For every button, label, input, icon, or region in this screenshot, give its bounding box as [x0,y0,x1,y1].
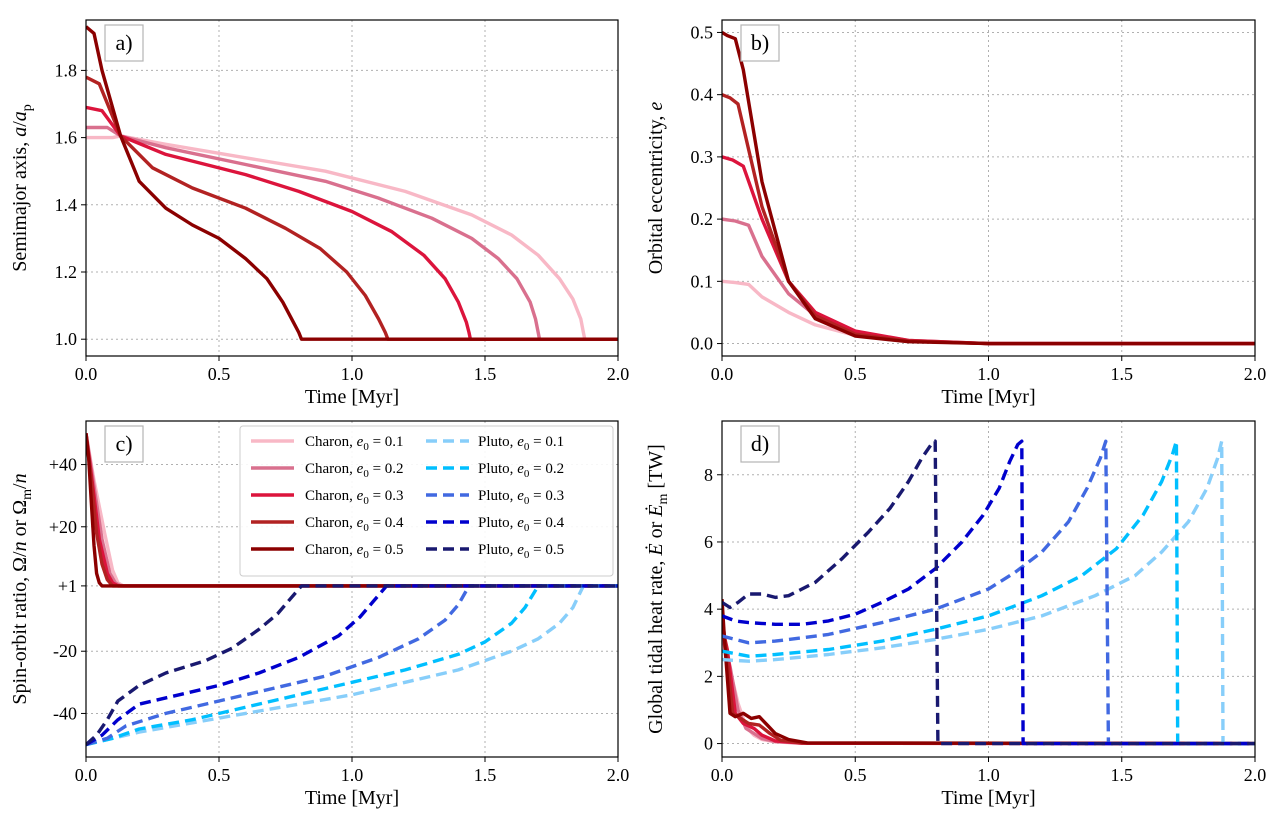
y-tick-label: +1 [58,576,77,596]
series-charon-e0-3 [722,625,1255,746]
series-charon-e0-5 [86,25,618,341]
series-charon-e0-4 [86,75,618,341]
x-axis-label: Time [Myr] [305,787,399,809]
y-axis-label: Orbital eccentricity, e [645,102,667,275]
legend-label-charon-5: Charon, e0 = 0.5 [305,542,404,561]
panel-label: d) [740,425,780,463]
series-group [722,30,1255,346]
y-tick-label: 8 [704,465,713,485]
y-tick-label: 4 [704,599,713,619]
y-tick-label: 0.5 [691,22,714,42]
series-charon-e0-5 [86,433,618,588]
x-axis-label: Time [Myr] [941,787,1035,809]
panel-label: b) [740,24,780,62]
x-tick-label: 1.0 [341,765,364,785]
series-charon-e0-2 [86,125,618,341]
x-tick-label: 0.5 [208,765,231,785]
legend-label-pluto-2: Pluto, e0 = 0.2 [478,461,564,480]
series-charon-e0-4 [722,615,1255,746]
x-tick-label: 0.0 [711,364,734,384]
y-tick-label: 1.0 [55,329,78,349]
series-pluto-e0-3 [722,439,1255,746]
series-charon-e0-5 [722,598,1255,746]
x-tick-label: 0.0 [75,765,98,785]
legend-label-charon-1: Charon, e0 = 0.1 [305,434,404,453]
legend-label-pluto-3: Pluto, e0 = 0.3 [478,488,564,507]
y-tick-label: 1.2 [55,262,78,282]
legend-label-pluto-1: Pluto, e0 = 0.1 [478,434,564,453]
panel-c: 0.0 0.5 1.0 1.5 2.0 -40 -20 +1 +20 +40 Time [Myr] S… [9,420,630,809]
y-axis-label: Global tidal heat rate, Ė or Ėm [TW] [644,444,671,734]
y-tick-label: 0.3 [691,147,714,167]
svg-text:c): c) [115,431,132,456]
y-tick-label: 0 [704,734,713,754]
y-tick-label: 1.8 [55,60,78,80]
x-tick-label: 2.0 [607,765,630,785]
x-tick-label: 0.0 [711,765,734,785]
series-pluto-e0-1 [722,439,1255,746]
series-pluto-e0-2 [722,439,1255,746]
x-tick-label: 1.5 [1111,765,1134,785]
x-tick-label: 2.0 [1244,364,1267,384]
series-pluto-e0-5 [86,584,618,746]
x-tick-label: 1.0 [977,364,1000,384]
x-axis-label: Time [Myr] [305,386,399,408]
legend-label-pluto-5: Pluto, e0 = 0.5 [478,542,564,561]
series-charon-e0-5 [722,30,1255,346]
y-tick-label: +40 [49,455,77,475]
legend-label-pluto-4: Pluto, e0 = 0.4 [478,515,565,534]
panel-b: 0.0 0.5 1.0 1.5 2.0 0.0 0.1 0.2 0.3 0.4 0.5 Time [M… [645,19,1267,408]
legend-label-charon-4: Charon, e0 = 0.4 [305,515,404,534]
series-pluto-e0-1 [86,584,618,747]
y-tick-label: 0.4 [691,85,714,105]
y-tick-label: 2 [704,666,713,686]
series-pluto-e0-4 [86,584,618,747]
panel-d: 0.0 0.5 1.0 1.5 2.0 0 2 4 6 8 Time [Myr] Global tid… [644,420,1267,809]
y-axis-label: Semimajor axis, a/ap [9,104,35,272]
y-tick-label: 0.2 [691,209,714,229]
panel-a: 0.0 0.5 1.0 1.5 2.0 1.0 1.2 1.4 1.6 1.8 Time [Myr]… [9,19,630,408]
x-tick-label: 1.0 [977,765,1000,785]
svg-text:d): d) [751,431,769,456]
x-tick-label: 2.0 [1244,765,1267,785]
y-axis-label: Spin-orbit ratio, Ω/n or Ωm/n [9,473,35,704]
y-tick-label: 1.4 [55,195,78,215]
legend: Charon, e0 = 0.1 Charon, e0 = 0.2 Charon, … [239,425,614,577]
series-group [86,433,618,747]
series-pluto-e0-2 [86,584,618,747]
x-tick-label: 0.5 [208,364,231,384]
x-tick-label: 2.0 [607,364,630,384]
series-group [86,25,618,341]
svg-text:a): a) [115,30,132,55]
x-tick-label: 1.0 [341,364,364,384]
x-tick-label: 1.5 [474,364,497,384]
y-tick-label: +20 [49,517,77,537]
x-tick-label: 0.5 [844,765,867,785]
series-pluto-e0-5 [722,439,1255,746]
y-tick-label: 6 [704,532,713,552]
svg-text:b): b) [751,30,769,55]
y-tick-label: 0.1 [691,271,714,291]
x-tick-label: 1.5 [474,765,497,785]
legend-label-charon-2: Charon, e0 = 0.2 [305,461,404,480]
panel-label: c) [104,425,144,463]
panel-label: a) [104,24,144,62]
x-tick-label: 0.5 [844,364,867,384]
legend-label-charon-3: Charon, e0 = 0.3 [305,488,404,507]
series-charon-e0-3 [86,105,618,341]
y-tick-label: -40 [53,703,77,723]
series-group [722,439,1255,746]
x-tick-label: 1.5 [1111,364,1134,384]
y-tick-label: 1.6 [55,128,78,148]
y-tick-label: 0.0 [691,334,714,354]
y-tick-label: -20 [53,641,77,661]
series-pluto-e0-3 [86,584,618,747]
x-axis-label: Time [Myr] [941,386,1035,408]
x-tick-label: 0.0 [75,364,98,384]
series-pluto-e0-4 [722,439,1255,746]
